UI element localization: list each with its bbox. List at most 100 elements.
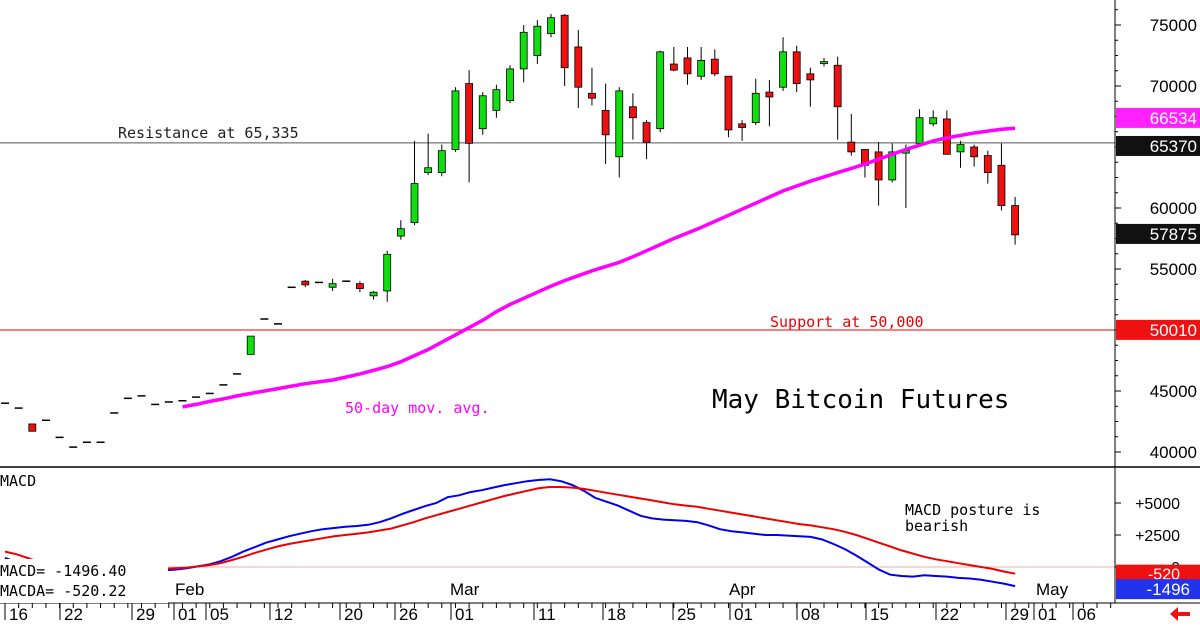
candle-down [983,155,992,174]
candle-up [396,228,405,237]
month-label: Apr [729,580,756,599]
candle-down [970,146,979,158]
date-tick-label: 22 [940,605,959,624]
moving-average-line [182,126,1016,409]
macd-readout-box [0,559,168,603]
candle-down [28,423,37,432]
candle-up [547,17,555,34]
candle-down [465,83,474,144]
date-tick-label: 01 [178,605,197,624]
candle-up [519,31,528,70]
back-arrow-icon [1170,607,1190,621]
macd-y-tick-label: +5000 [1135,496,1180,513]
price-y-tick-label: 55000 [1150,260,1197,279]
candle-down [301,280,310,286]
last-price-badge-bg [1116,223,1200,244]
support-label: Support at 50,000 [770,313,924,331]
candle-down [642,122,651,143]
candle-down [874,151,883,181]
month-label: Feb [175,580,204,599]
date-tick-label: 11 [538,605,556,624]
macd-annotation-line-1: MACD posture is [905,501,1040,519]
candle-down [710,58,719,75]
price-y-tick-label: 75000 [1150,16,1197,35]
candle-down [806,73,815,81]
price-panel [0,14,1115,448]
date-tick-label: 18 [607,605,626,624]
support-badge: 50010 [1150,321,1197,340]
date-tick-label: 29 [136,605,155,624]
macd-annotation-line-2: bearish [905,517,968,535]
macd-badge: -1496 [1147,580,1190,599]
macd-line [4,478,1016,588]
candle-up [656,51,665,130]
candle-up [779,51,787,88]
price-y-tick-label: 60000 [1150,199,1197,218]
price-y-tick-label: 70000 [1150,77,1197,96]
support-badge-bg [1116,319,1200,340]
candle-up [820,61,828,64]
month-label: May [1036,580,1069,599]
candle-down [833,64,842,108]
candle-up [506,68,514,102]
macd-annotation: MACD posture is bearish [905,501,1050,535]
resistance-label: Resistance at 65,335 [118,124,299,142]
price-y-tick-label: 40000 [1150,443,1197,462]
macda-badge-bg [1116,564,1200,583]
candle-up [751,92,760,124]
resistance-badge: 65370 [1150,137,1197,156]
candle-down [1011,205,1019,236]
date-tick-label: 01 [734,605,753,624]
date-tick-label: 25 [677,605,696,624]
macd-readout: MACD= -1496.40 [0,562,126,580]
candle-up [369,291,378,297]
candle-down [683,57,692,75]
candle-up [615,90,624,158]
candle-down [355,283,364,289]
candle-down [574,46,583,88]
candle-up [424,167,433,174]
candle-down [669,63,678,71]
date-tick-label: 01 [1038,605,1057,624]
candle-up [929,117,938,125]
date-tick-label: 20 [344,605,363,624]
date-tick-label: 08 [801,605,820,624]
candle-up [533,25,542,56]
ma-value-badge: 66534 [1150,109,1197,128]
date-tick-label: 15 [870,605,889,624]
date-tick-label: 05 [210,605,229,624]
candle-down [792,51,801,84]
candle-up [697,59,706,77]
month-label: Mar [450,580,480,599]
ma-label: 50-day mov. avg. [345,399,490,417]
candle-down [997,164,1006,206]
candle-down [738,123,746,128]
candle-up [451,90,460,150]
macda-readout: MACDA= -520.22 [0,582,126,600]
date-tick-label: 22 [64,605,83,624]
last-price-badge: 57875 [1150,225,1197,244]
macd-panel [0,478,1115,588]
candle-down [560,14,569,69]
date-tick-label: 01 [455,605,474,624]
date-tick-label: 06 [1077,605,1096,624]
macd-badge-bg [1116,579,1200,600]
date-tick-label: 26 [399,605,418,624]
candle-down [601,110,610,136]
ma-value-badge-bg [1116,107,1200,128]
macd-y-tick-label: +2500 [1135,528,1180,545]
candle-down [765,91,774,98]
candle-up [410,183,419,224]
date-tick-label: 16 [9,605,28,624]
candle-up [383,253,392,292]
candle-up [478,95,487,130]
date-tick-label: 29 [1010,605,1029,624]
macd-panel-title: MACD [0,472,36,490]
candle-up [888,151,897,181]
candle-down [724,75,733,131]
resistance-badge-bg [1116,135,1200,156]
candle-up [492,89,501,111]
